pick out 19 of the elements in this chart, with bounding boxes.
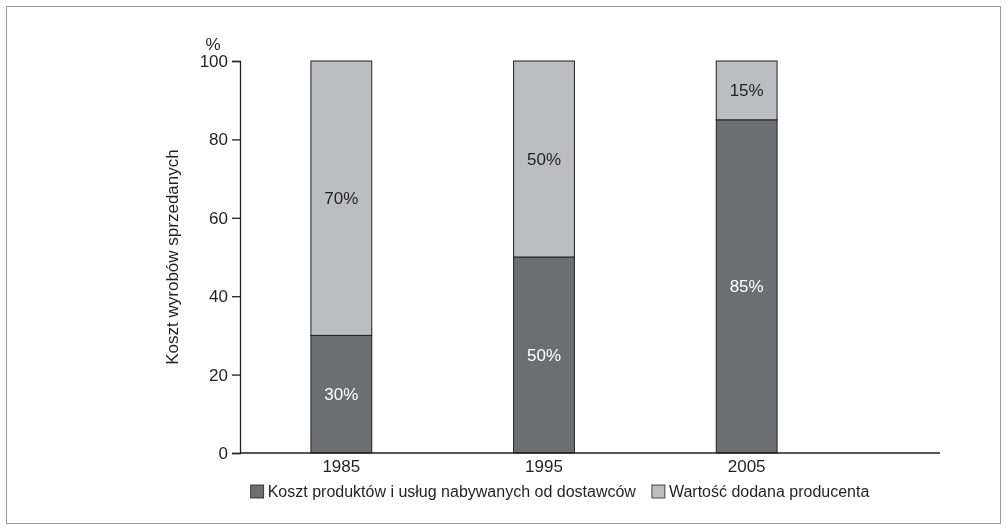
- y-tick-label: 80: [209, 130, 228, 150]
- y-tick-label: 20: [209, 365, 228, 385]
- data-label: 50%: [526, 150, 562, 169]
- legend-label: Koszt produktów i usług nabywanych od dostawców: [267, 483, 637, 500]
- y-axis-title: Koszt wyrobów sprzedanych: [163, 149, 182, 365]
- data-label: 15%: [729, 81, 764, 101]
- x-tick-label: 1995: [525, 457, 563, 476]
- data-label: 50%: [526, 346, 562, 365]
- y-tick-label: 60: [209, 208, 228, 228]
- text: %: [205, 35, 221, 54]
- y-tick-label: 40: [209, 287, 228, 307]
- data-label: 85%: [729, 277, 764, 297]
- y-tick-label: 0: [218, 443, 228, 463]
- y-tick-label: 100: [199, 51, 228, 71]
- x-tick-label: 1985: [322, 457, 361, 476]
- legend-label: Wartość dodana producenta: [668, 483, 870, 500]
- data-label: 70%: [324, 189, 359, 209]
- x-tick-label: 2005: [727, 457, 766, 476]
- data-label: 30%: [324, 385, 359, 405]
